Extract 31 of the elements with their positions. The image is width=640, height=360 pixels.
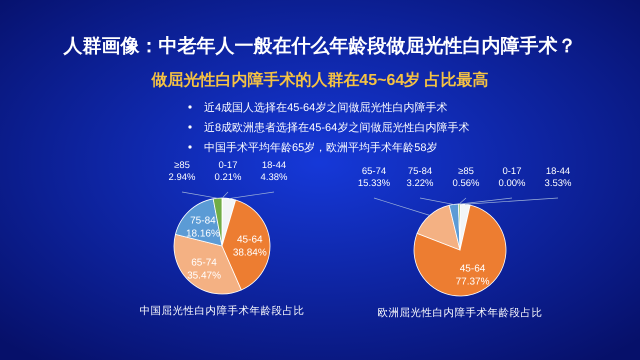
text: 中国手术平均年龄65岁，欧洲平均手术年龄58岁 [204, 141, 438, 154]
data-label: 35.47% [187, 270, 222, 282]
text: 近4成国人选择在45-64岁之间做屈光性白内障手术 [204, 101, 448, 114]
data-label: 18.16% [186, 228, 220, 240]
slice-label: 75-84 [408, 166, 432, 177]
text: 0.00% [498, 178, 526, 189]
slice-label: 0-17 [218, 160, 238, 171]
data-label: 77.37% [456, 276, 490, 288]
slice-label: ≥85 [174, 160, 190, 171]
slice-label: 45-64 [236, 234, 264, 246]
slice-label: ≥85 [458, 166, 474, 177]
slice-label: 65-74 [362, 166, 386, 177]
text: 做屈光性白内障手术的人群在45~64岁 占比最高 [150, 70, 489, 89]
category-label: 0-17 [502, 166, 522, 177]
data-label: 0.56% [452, 178, 480, 189]
text: 近8成欧洲患者选择在45-64岁之间做屈光性白内障手术 [204, 121, 470, 134]
text: 人群画像：中老年人一般在什么年龄段做屈光性白内障手术？ [62, 35, 576, 57]
data-label: 4.38% [260, 172, 288, 183]
text: 欧洲屈光性白内障手术年龄段占比 [378, 306, 542, 319]
slice-label: 18-44 [546, 166, 570, 177]
data-label: 15.33% [358, 178, 391, 189]
slice-label: 75-84 [190, 216, 216, 227]
slice-label: 18-44 [262, 160, 286, 171]
data-label: 0.21% [214, 172, 242, 183]
slice-label: 45-64 [460, 264, 486, 275]
data-label: 3.53% [544, 178, 572, 189]
text: 中国屈光性白内障手术年龄段占比 [140, 304, 304, 317]
data-label: 2.94% [168, 172, 196, 183]
data-label: 38.84% [232, 247, 267, 258]
slice-label: 65-74 [191, 257, 218, 268]
data-label: 3.22% [406, 178, 434, 189]
